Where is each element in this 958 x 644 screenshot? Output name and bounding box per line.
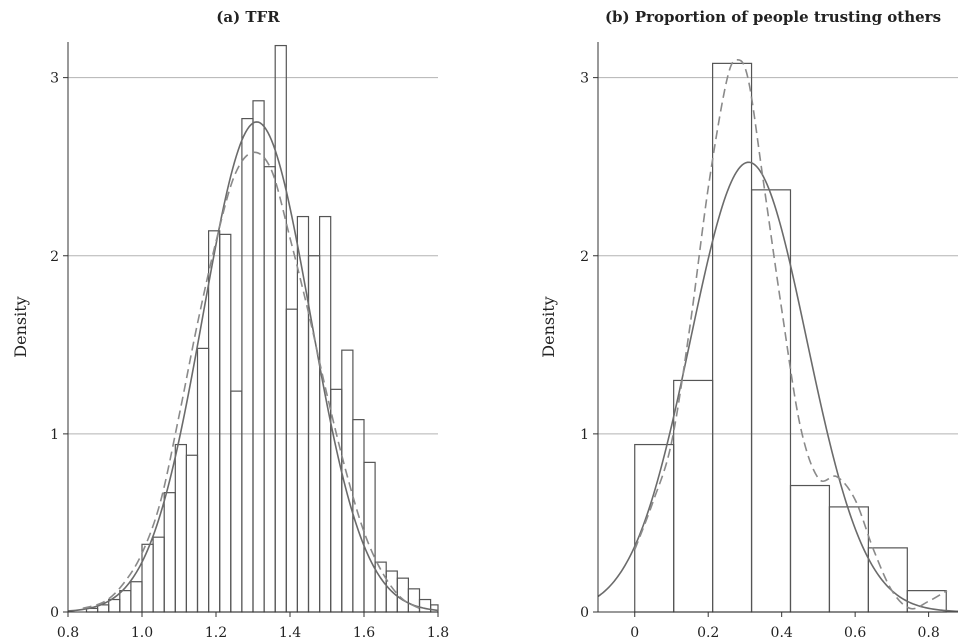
- y-tick-label: 3: [50, 71, 59, 87]
- histogram-bar: [152, 536, 165, 613]
- histogram-bar: [252, 100, 265, 613]
- x-tick-label: 0.8: [917, 625, 939, 641]
- histogram-bar: [828, 506, 869, 613]
- histogram-bar: [208, 230, 221, 613]
- histogram-bar: [634, 443, 675, 613]
- normal-density-curve: [67, 121, 439, 612]
- histogram-bar: [396, 577, 409, 613]
- x-tick-label: 0.4: [771, 625, 793, 641]
- histogram-bar: [241, 117, 254, 613]
- histogram-bar: [407, 588, 421, 613]
- chart-title: (a) TFR: [216, 8, 280, 26]
- x-tick-label: 1.4: [279, 625, 301, 641]
- x-tick-label: 0.8: [57, 625, 79, 641]
- histogram-bar: [174, 443, 188, 613]
- y-tick-label: 0: [580, 605, 589, 621]
- histogram-bar: [163, 492, 176, 613]
- x-tick-label: 1.2: [205, 625, 227, 641]
- y-tick-label: 2: [50, 249, 59, 265]
- x-tick-label: 1.6: [353, 625, 375, 641]
- histogram-bar: [185, 454, 199, 613]
- histogram-bar: [108, 598, 121, 613]
- kernel-density-curve: [633, 59, 948, 610]
- x-tick-label: 1.0: [131, 625, 153, 641]
- y-tick-label: 1: [580, 427, 589, 443]
- y-axis-label: Density: [539, 296, 558, 357]
- histogram-bar: [230, 390, 243, 613]
- histogram-bar: [712, 62, 753, 613]
- x-tick-label: 1.8: [427, 625, 449, 641]
- histogram-bar: [274, 44, 287, 613]
- panel-tfr: (a) TFR Density 0 1 2 3 0.8 1.0 1.2 1.4 1.6 1.8: [11, 8, 449, 641]
- histogram-bar: [330, 388, 343, 613]
- histogram-bar: [673, 379, 714, 613]
- histogram-bar: [750, 189, 792, 613]
- panel-trust: (b) Proportion of people trusting others…: [539, 8, 958, 641]
- histogram-bar: [263, 166, 276, 613]
- chart-title: (b) Proportion of people trusting others: [605, 8, 941, 26]
- kernel-density-curve: [82, 151, 420, 610]
- normal-density-curve: [597, 161, 958, 613]
- y-tick-label: 2: [580, 249, 589, 265]
- x-tick-label: 0.2: [697, 625, 719, 641]
- y-tick-label: 0: [50, 605, 59, 621]
- histogram-bar: [285, 308, 298, 613]
- x-tick-label: 0: [630, 625, 639, 641]
- x-tick-label: 0.6: [844, 625, 866, 641]
- y-tick-label: 3: [580, 71, 589, 87]
- histogram-bar: [219, 233, 232, 613]
- histogram-bar: [196, 347, 210, 613]
- histogram-bar: [789, 484, 831, 613]
- histogram-bar: [130, 581, 143, 613]
- histogram-bar: [418, 598, 432, 613]
- histogram-bar: [141, 543, 154, 613]
- y-axis-label: Density: [11, 296, 30, 357]
- y-tick-label: 1: [50, 427, 59, 443]
- histogram-bar: [119, 590, 132, 613]
